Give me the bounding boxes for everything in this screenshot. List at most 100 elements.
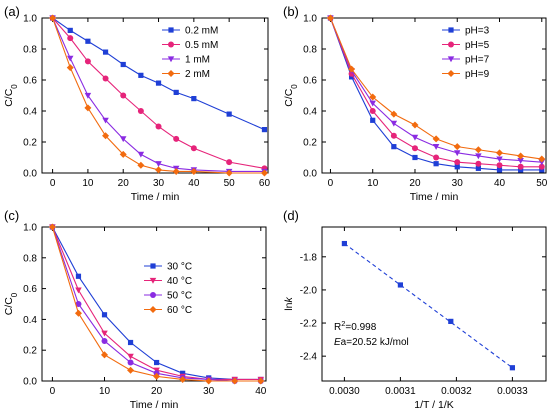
panel-d-ea-annotation: Ea=20.52 kJ/mol	[334, 337, 409, 348]
panel-a-series-3-line	[52, 17, 265, 172]
panel-b-xlabel: Time / min	[410, 191, 459, 203]
panel-a-series-4-point	[119, 150, 127, 158]
panel-b-ytick-label: 1.0	[303, 14, 317, 25]
panel-a-ylabel: C/C0	[3, 84, 19, 107]
panel-c-series-1-point	[154, 359, 160, 366]
panel-b-xtick-label: 30	[452, 178, 464, 189]
panel-c-letter: (c)	[4, 208, 19, 223]
panel-a-legend: 0.2 mM 0.5 mM 1 mM 2 mM	[162, 26, 218, 80]
panel-b-xtick-label: 20	[409, 178, 421, 189]
panel-b-series-3-point	[475, 153, 482, 160]
panel-a-series-3-point	[84, 92, 92, 99]
panel-b-series-4-point	[538, 155, 546, 163]
panel-b-series-1-point	[475, 165, 481, 171]
panel-a-ytick-label: 0.6	[23, 76, 37, 87]
panel-b-xtick-label: 40	[494, 178, 506, 189]
panel-a-series-1-point	[261, 127, 268, 133]
panel-b-letter: (b)	[283, 4, 299, 19]
panel-b-legend-marker	[448, 27, 454, 33]
panel-a-series-4-point	[225, 169, 233, 177]
panel-a-series-3-point	[155, 161, 162, 167]
panel-a: (a) 0 10 20 30 40 50 60 0.0 0.2 0.4 0.6 0.8 1.0 Time /…	[3, 4, 270, 203]
panel-b-legend: pH=3 pH=5 pH=7 pH=9	[442, 26, 490, 80]
panel-c-series-4-point	[205, 377, 213, 385]
panel-a-series-2-point	[190, 145, 197, 152]
panel-b-series-2-point	[433, 154, 440, 161]
panel-c-series-4-point	[74, 309, 82, 317]
panel-b-series-3	[327, 15, 546, 166]
panel-b-series-1-point	[412, 154, 418, 161]
panel-a-series-2-point	[226, 159, 233, 166]
panel-b-legend-entry: pH=5	[465, 40, 490, 51]
panel-b-series-4-point	[517, 152, 525, 160]
panel-c-series-1-point	[127, 339, 134, 346]
panel-b-xtick-label: 0	[328, 178, 334, 189]
panel-b-series-1-point	[454, 164, 460, 170]
panel-c-series-4-point	[127, 366, 135, 374]
panel-c-series-4-point	[48, 223, 56, 231]
panel-a-series-4-point	[66, 64, 74, 72]
panel-b-series-1-point	[348, 74, 355, 80]
panel-d-series-1-point	[397, 282, 403, 288]
panel-b-ytick-label: 0.8	[303, 45, 317, 56]
panel-a-xtick-label: 0	[50, 178, 56, 189]
panel-b-series-3-point	[390, 120, 398, 127]
panel-a-series-1-point	[173, 89, 179, 95]
panel-a-legend-entry: 2 mM	[185, 69, 210, 80]
panel-c-frame	[41, 226, 267, 382]
panel-c-series-4-point	[231, 377, 239, 385]
panel-c-series-1-point	[75, 273, 82, 279]
panel-c-series-4-point	[257, 377, 265, 385]
panel-b-legend-marker	[448, 41, 454, 48]
panel-b-series-1-point	[539, 167, 545, 173]
panel-a-series-4-point	[190, 167, 198, 175]
panel-c-series-4-point	[101, 351, 109, 359]
panel-b-series-4-point	[369, 93, 377, 101]
panel-c-legend-entry: 50 °C	[167, 291, 192, 302]
panel-c-series-3-point	[75, 301, 82, 307]
panel-c-legend: 30 °C 40 °C 50 °C 60 °C	[144, 262, 192, 316]
panel-d-ytick-label: -2.4	[300, 352, 318, 363]
panel-a-series-2	[49, 15, 268, 172]
panel-b-ytick-label: 0.2	[303, 138, 317, 149]
panel-c-series-4-point	[153, 372, 161, 380]
panel-c-series-3-line	[51, 226, 261, 382]
panel-a-xtick-label: 20	[118, 178, 130, 189]
panel-a-legend-marker	[167, 56, 175, 63]
panel-a-xtick-label: 50	[224, 178, 236, 189]
panel-b-series-1-point	[496, 167, 503, 173]
panel-c-legend-entry: 30 °C	[167, 262, 192, 273]
panel-b-series-4-point	[495, 149, 504, 157]
panel-b-frame	[321, 17, 547, 174]
panel-a-series-1-point	[85, 38, 91, 44]
panel-a-series-1-point	[191, 96, 197, 102]
panel-a-series-3-point	[67, 55, 74, 62]
panel-b-series-2-point	[454, 159, 461, 166]
panel-c-ytick-label: 0.8	[23, 253, 37, 264]
panel-b-legend-marker	[447, 69, 455, 78]
panel-b-legend-entry: pH=9	[465, 69, 490, 80]
panel-c-xtick-label: 10	[99, 386, 111, 397]
panel-a-series-1-point	[102, 49, 109, 55]
panel-a-series-2-line	[52, 17, 265, 169]
panel-d-xlabel: 1/T / 1/K	[414, 399, 454, 411]
panel-a-series-2-point	[120, 92, 127, 99]
panel-a-xlabel: Time / min	[131, 191, 180, 203]
panel-b-series-4-point	[474, 146, 482, 154]
panel-c-series-1-point	[180, 370, 186, 376]
panel-a-series-1-point	[226, 111, 232, 117]
panel-b-series-4-point	[326, 14, 334, 22]
panel-c-series-1-point	[101, 312, 108, 318]
panel-b-legend-marker	[447, 56, 455, 63]
panel-a-series-4-point	[102, 132, 110, 140]
panel-b-series-3-point	[369, 100, 376, 107]
panel-c-legend-marker	[150, 292, 156, 298]
panel-c-ylabel: C/C0	[3, 292, 19, 315]
panel-c-legend-marker	[149, 277, 157, 284]
panel-c-legend-marker	[150, 263, 156, 269]
panel-a-series-2-point	[173, 135, 180, 142]
panel-c-series-4-line	[51, 226, 261, 382]
panel-a-xtick-label: 30	[153, 178, 165, 189]
panel-d-ytick-label: -2.0	[300, 285, 318, 296]
